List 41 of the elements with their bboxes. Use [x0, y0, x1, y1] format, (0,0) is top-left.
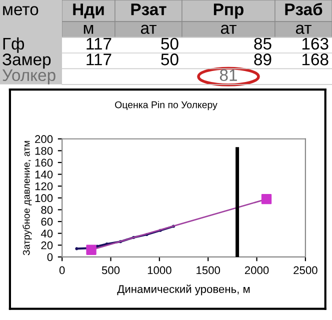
text: ат	[220, 24, 236, 34]
x-tick-label: 500	[102, 266, 120, 274]
text: Нди	[73, 4, 104, 18]
text: ат	[296, 24, 312, 34]
x-tick-label: 1500	[196, 266, 220, 274]
x-tick-label: 1000	[148, 266, 172, 274]
text: 117	[86, 54, 112, 66]
x-tick-label: 2500	[294, 266, 318, 274]
text: 163	[302, 38, 328, 50]
text: м	[84, 24, 94, 34]
text: 89	[254, 54, 272, 66]
text: 81	[220, 69, 237, 82]
text: Рзаб	[285, 2, 322, 16]
chart-title: Оценка Pin по Уолкеру	[115, 101, 218, 110]
y-tick-label: 140	[35, 170, 53, 178]
text: Гф	[3, 37, 24, 53]
y-tick-label: 200	[35, 135, 53, 144]
text: 85	[254, 38, 272, 50]
text: ат	[140, 24, 156, 34]
text: 168	[302, 54, 328, 66]
text: 50	[161, 54, 178, 66]
y-tick-label: 20	[41, 241, 53, 250]
y-axis-title: Затрубное давление, атм	[22, 140, 32, 256]
y-tick-label: 60	[41, 218, 53, 226]
y-tick-label: 160	[35, 158, 53, 167]
x-tick-label: 0	[59, 266, 65, 274]
text: Рпр	[214, 4, 244, 19]
y-tick-label: 40	[40, 230, 53, 238]
text: Замер	[2, 54, 51, 69]
text: 117	[86, 38, 112, 50]
text: Рзат	[131, 4, 166, 16]
text: мето	[3, 6, 38, 16]
y-tick-label: 80	[41, 206, 53, 214]
text: Уолкер	[2, 69, 56, 84]
y-tick-label: 0	[47, 253, 53, 262]
y-tick-label: 120	[35, 182, 53, 190]
text: 50	[161, 38, 178, 50]
x-tick-label: 2000	[244, 266, 269, 274]
x-axis-title: Динамический уровень, м	[117, 284, 250, 296]
y-tick-label: 180	[35, 146, 53, 155]
y-tick-label: 100	[35, 194, 53, 202]
